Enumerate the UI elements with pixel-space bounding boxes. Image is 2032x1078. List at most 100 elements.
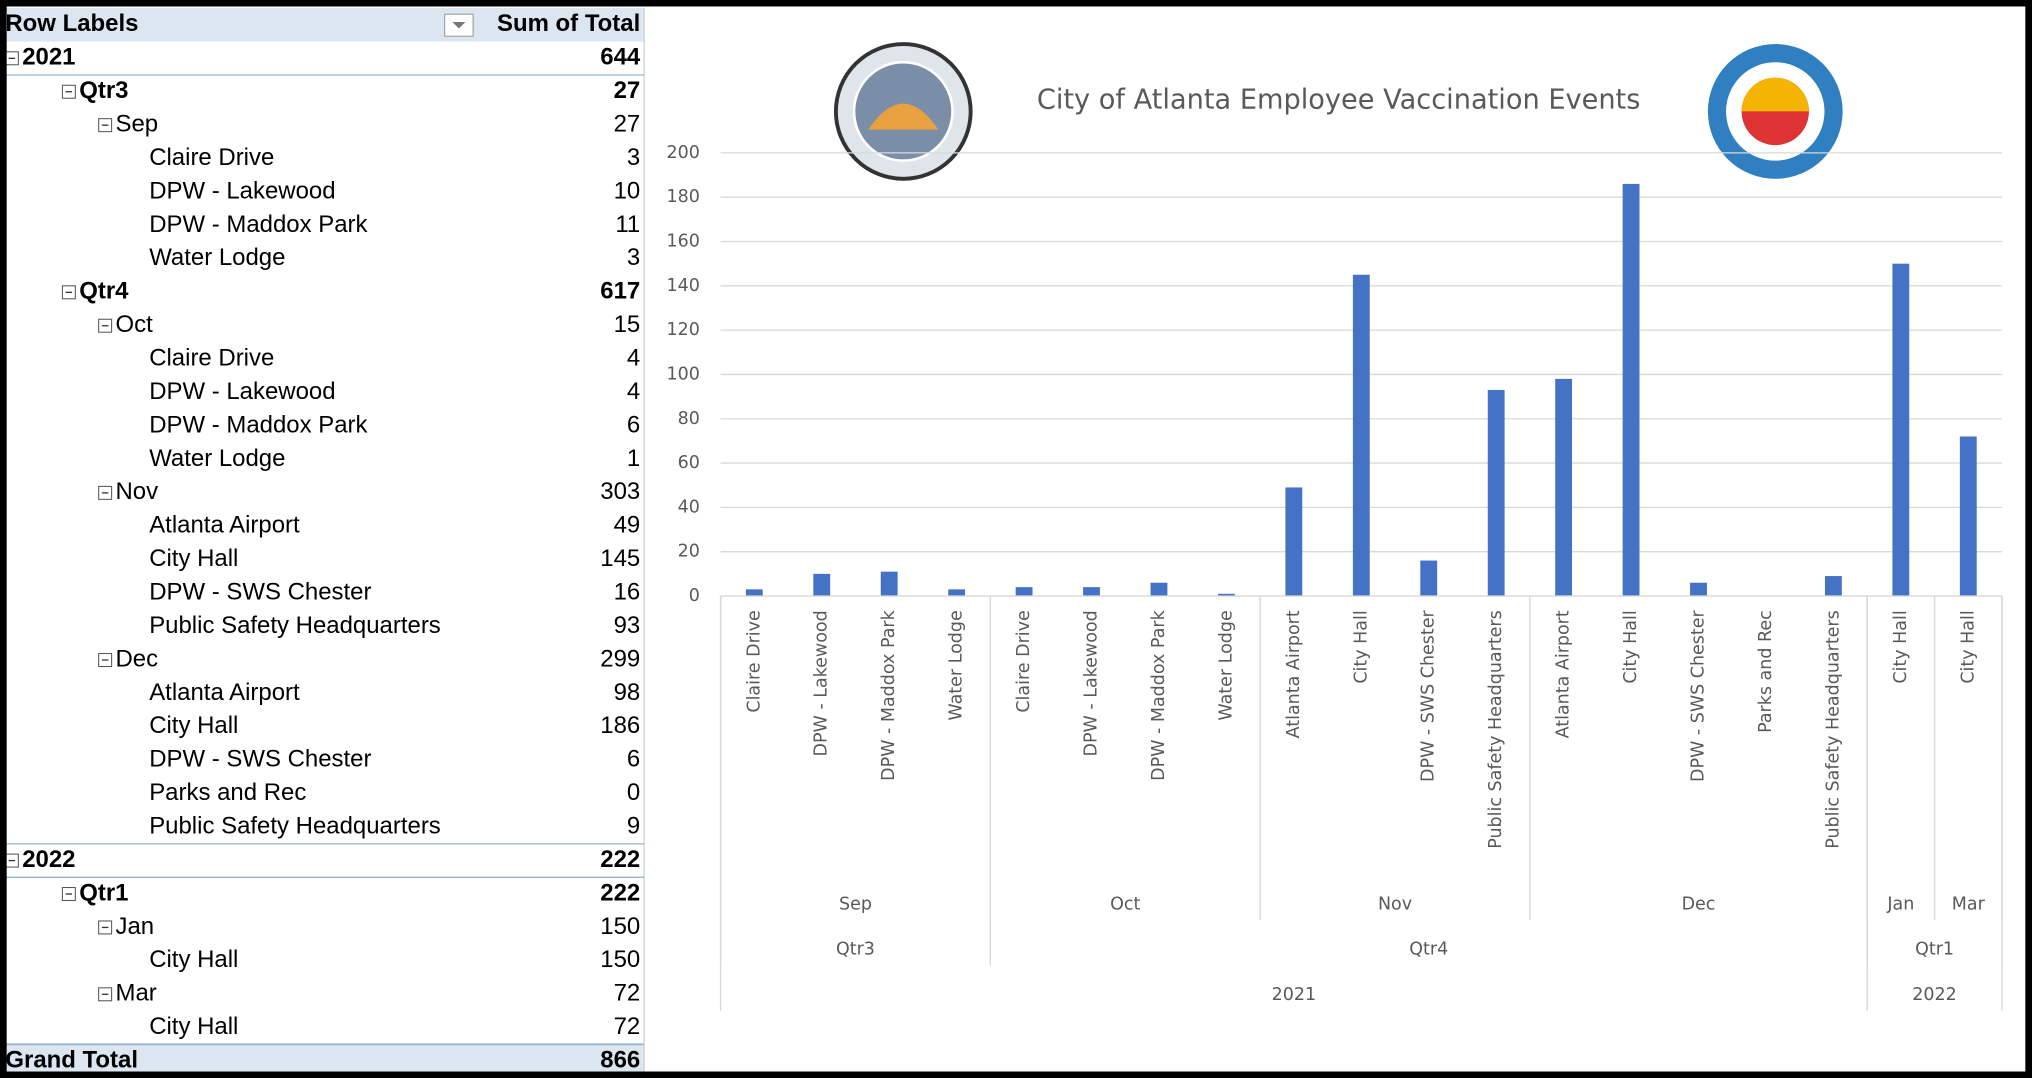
bar xyxy=(1892,263,1910,597)
month-label: Oct xyxy=(1110,894,1140,914)
row-value: 186 xyxy=(600,712,640,739)
row-value: 98 xyxy=(614,679,641,706)
x-tick-label: Public Safety Headquarters xyxy=(1823,610,1843,849)
bar xyxy=(745,589,763,597)
bar xyxy=(1217,593,1235,597)
x-tick-label: Public Safety Headquarters xyxy=(1486,610,1506,848)
x-tick-label: Claire Drive xyxy=(744,610,764,712)
grand-total-value: 866 xyxy=(600,1046,640,1073)
row-label: DPW - Lakewood xyxy=(149,177,335,204)
row-value: 3 xyxy=(627,244,640,271)
row-label: Atlanta Airport xyxy=(149,512,300,539)
row-label: City Hall xyxy=(149,1013,238,1040)
bar xyxy=(1690,582,1707,597)
row-label: Oct xyxy=(116,311,154,338)
year-label: 2022 xyxy=(1912,985,1957,1005)
row-label: Claire Drive xyxy=(149,344,274,371)
y-tick-label: 100 xyxy=(666,364,699,384)
row-value: 27 xyxy=(614,77,641,104)
month-label: Dec xyxy=(1682,894,1716,914)
row-value: 11 xyxy=(615,211,640,238)
logo-left xyxy=(833,42,973,181)
filter-arrow xyxy=(452,22,466,29)
row-value: 49 xyxy=(614,512,641,539)
row-value: 1 xyxy=(627,445,640,472)
row-value: 15 xyxy=(614,311,641,338)
row-label: Water Lodge xyxy=(149,445,285,472)
row-label: DPW - Maddox Park xyxy=(149,211,368,238)
y-tick-label: 180 xyxy=(666,187,699,207)
row-label: Claire Drive xyxy=(149,144,274,171)
x-tick-label: City Hall xyxy=(1958,610,1978,683)
row-value: 93 xyxy=(614,612,641,639)
bar xyxy=(1622,183,1640,597)
row-value: 72 xyxy=(614,980,641,1007)
quarter-label: Qtr1 xyxy=(1915,940,1954,960)
bar xyxy=(1015,587,1033,597)
row-value: 4 xyxy=(627,344,640,371)
row-label: City Hall xyxy=(149,545,238,572)
month-label: Sep xyxy=(839,894,872,914)
bar xyxy=(880,571,898,597)
row-label: Nov xyxy=(116,478,159,505)
x-tick-label: Parks and Rec xyxy=(1756,610,1776,733)
row-value: 299 xyxy=(600,645,640,672)
bar xyxy=(1959,436,1977,597)
row-value: 0 xyxy=(627,779,640,806)
year-label: 2021 xyxy=(1272,985,1317,1005)
y-tick-label: 120 xyxy=(666,320,699,340)
row-value: 145 xyxy=(600,545,640,572)
chart-title: City of Atlanta Employee Vaccination Eve… xyxy=(1037,85,1641,116)
row-label: DPW - SWS Chester xyxy=(149,746,371,773)
row-value: 222 xyxy=(600,879,640,906)
row-label: Sep xyxy=(116,110,159,137)
row-label: Jan xyxy=(116,913,155,940)
x-tick-label: City Hall xyxy=(1891,610,1911,683)
row-value: 150 xyxy=(600,946,640,973)
x-tick-label: Water Lodge xyxy=(1216,610,1236,720)
grand-total-label: Grand Total xyxy=(5,1046,138,1073)
row-label: DPW - Maddox Park xyxy=(149,411,368,438)
row-label: Qtr4 xyxy=(79,278,129,305)
bar xyxy=(1083,587,1100,597)
x-tick-label: City Hall xyxy=(1351,610,1371,683)
x-tick-label: DPW - Maddox Park xyxy=(1149,609,1169,780)
row-value: 10 xyxy=(614,177,641,204)
row-value: 644 xyxy=(600,44,641,71)
y-tick-label: 200 xyxy=(666,143,699,163)
month-label: Mar xyxy=(1952,894,1986,914)
row-value: 72 xyxy=(614,1013,641,1040)
bar xyxy=(1285,487,1303,597)
row-label: Public Safety Headquarters xyxy=(149,812,441,839)
row-label: Mar xyxy=(116,980,157,1007)
y-tick-label: 40 xyxy=(678,497,700,517)
row-label: Water Lodge xyxy=(149,244,285,271)
x-tick-label: Atlanta Airport xyxy=(1284,610,1304,738)
bar xyxy=(1420,560,1438,597)
row-value: 4 xyxy=(627,378,640,405)
row-value: 222 xyxy=(600,846,640,873)
row-value: 617 xyxy=(600,278,640,305)
bar xyxy=(813,573,831,597)
y-tick-label: 80 xyxy=(678,409,700,429)
bar xyxy=(1150,582,1168,597)
row-label: City Hall xyxy=(149,712,238,739)
month-label: Jan xyxy=(1886,894,1914,914)
row-value: 3 xyxy=(627,144,640,171)
row-label: DPW - Lakewood xyxy=(149,378,335,405)
row-value: 6 xyxy=(627,411,640,438)
x-tick-label: Atlanta Airport xyxy=(1554,610,1574,738)
x-tick-label: Claire Drive xyxy=(1014,610,1034,712)
row-label: Public Safety Headquarters xyxy=(149,612,441,639)
bar xyxy=(948,589,966,597)
bar xyxy=(1352,274,1370,597)
x-tick-label: DPW - Maddox Park xyxy=(879,609,899,780)
row-value: 27 xyxy=(614,110,641,137)
y-tick-label: 0 xyxy=(689,586,700,606)
row-label: 2022 xyxy=(22,846,75,873)
bar xyxy=(1555,378,1573,597)
row-label: 2021 xyxy=(22,44,75,71)
x-tick-label: DPW - Lakewood xyxy=(1082,610,1102,756)
